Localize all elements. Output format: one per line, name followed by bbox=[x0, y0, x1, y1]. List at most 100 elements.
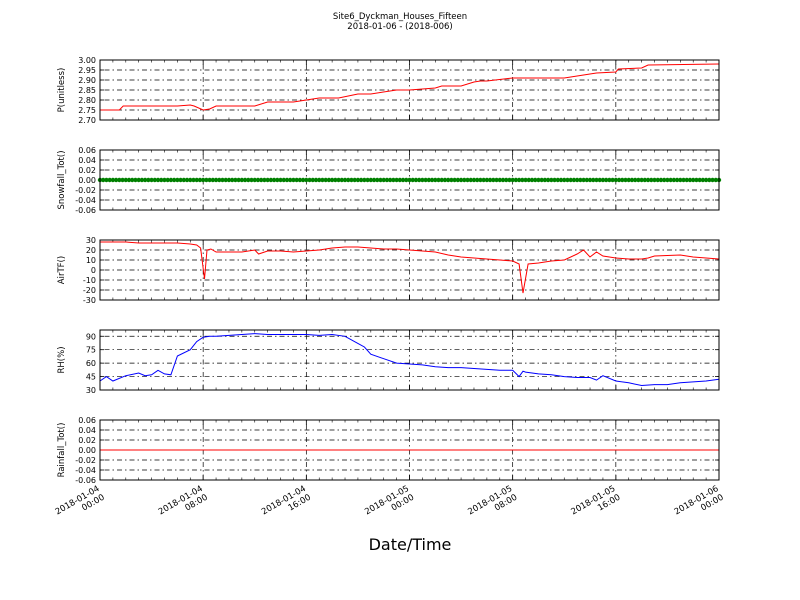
data-point bbox=[207, 177, 212, 183]
data-point bbox=[433, 177, 438, 183]
data-point bbox=[394, 177, 399, 183]
data-point bbox=[252, 177, 257, 183]
data-point bbox=[639, 177, 644, 183]
data-point bbox=[533, 177, 538, 183]
data-point bbox=[468, 177, 473, 183]
data-point bbox=[371, 177, 377, 183]
y-tick-label: 2.85 bbox=[78, 86, 96, 95]
data-point bbox=[362, 177, 367, 183]
data-point bbox=[420, 177, 425, 183]
data-point bbox=[558, 177, 564, 183]
data-point bbox=[352, 177, 357, 183]
y-axis-label: P(unitless) bbox=[57, 68, 67, 113]
y-tick-label: 90 bbox=[86, 332, 96, 341]
data-point bbox=[671, 177, 677, 183]
data-point bbox=[568, 177, 573, 183]
data-point bbox=[691, 177, 696, 183]
data-point bbox=[184, 177, 190, 183]
data-point bbox=[300, 177, 306, 183]
data-point bbox=[126, 177, 132, 183]
data-point bbox=[536, 177, 541, 183]
data-point bbox=[610, 177, 615, 183]
y-tick-label: 3.00 bbox=[78, 56, 96, 65]
data-point bbox=[171, 177, 177, 183]
data-point bbox=[246, 177, 251, 183]
data-point bbox=[226, 177, 232, 183]
y-tick-label: 30 bbox=[86, 386, 96, 395]
data-point bbox=[462, 177, 467, 183]
data-point bbox=[139, 177, 145, 183]
data-point bbox=[404, 177, 409, 183]
data-point bbox=[594, 177, 599, 183]
subplot-2: -0.06-0.04-0.020.000.020.040.06 Snowfall_… bbox=[57, 146, 722, 215]
y-tick-label: -0.04 bbox=[75, 466, 96, 475]
data-point bbox=[162, 177, 167, 183]
data-point bbox=[587, 177, 593, 183]
y-tick-label: -10 bbox=[83, 276, 96, 285]
data-point bbox=[642, 177, 648, 183]
data-point bbox=[291, 177, 296, 183]
data-point bbox=[520, 177, 525, 183]
data-point bbox=[562, 177, 567, 183]
data-point bbox=[681, 177, 686, 183]
data-point bbox=[307, 177, 312, 183]
data-point bbox=[397, 177, 403, 183]
data-point bbox=[442, 177, 448, 183]
series-line bbox=[100, 241, 720, 294]
data-point bbox=[678, 177, 683, 183]
plot-frame bbox=[99, 239, 720, 301]
data-point bbox=[707, 177, 712, 183]
data-point bbox=[597, 177, 602, 183]
data-point bbox=[168, 177, 174, 183]
data-point bbox=[452, 177, 457, 183]
data-point bbox=[349, 177, 354, 183]
data-point bbox=[142, 177, 148, 183]
y-tick-label: -0.02 bbox=[75, 456, 96, 465]
data-point bbox=[436, 177, 441, 183]
plot-frame bbox=[99, 329, 720, 391]
data-point bbox=[645, 177, 651, 183]
data-point bbox=[101, 177, 106, 183]
data-point bbox=[629, 177, 635, 183]
data-point bbox=[603, 177, 609, 183]
data-point bbox=[578, 177, 583, 183]
data-point bbox=[584, 177, 590, 183]
data-point bbox=[220, 177, 225, 183]
data-point bbox=[700, 177, 706, 183]
data-point bbox=[555, 177, 561, 183]
data-point bbox=[649, 177, 654, 183]
data-point bbox=[674, 177, 680, 183]
y-axis-label: RH(%) bbox=[57, 346, 67, 373]
data-point bbox=[687, 177, 693, 183]
data-point bbox=[523, 177, 528, 183]
data-point bbox=[204, 177, 209, 183]
data-point bbox=[255, 177, 261, 183]
data-point bbox=[623, 177, 628, 183]
data-point bbox=[636, 177, 641, 183]
data-point bbox=[217, 177, 222, 183]
y-tick-label: 0.06 bbox=[78, 146, 96, 155]
y-tick-label: 2.80 bbox=[78, 96, 96, 105]
y-tick-label: 2.75 bbox=[78, 106, 96, 115]
data-point bbox=[626, 177, 631, 183]
data-point bbox=[133, 177, 138, 183]
data-point bbox=[104, 177, 109, 183]
data-point bbox=[120, 177, 125, 183]
data-point bbox=[410, 177, 415, 183]
data-point bbox=[271, 177, 277, 183]
y-tick-label: 0.00 bbox=[78, 176, 96, 185]
data-point bbox=[284, 177, 290, 183]
data-point bbox=[449, 177, 454, 183]
data-point bbox=[665, 177, 670, 183]
data-point bbox=[378, 177, 383, 183]
data-point bbox=[549, 177, 554, 183]
data-point bbox=[542, 177, 548, 183]
y-tick-label: 2.90 bbox=[78, 76, 96, 85]
data-point bbox=[574, 177, 580, 183]
